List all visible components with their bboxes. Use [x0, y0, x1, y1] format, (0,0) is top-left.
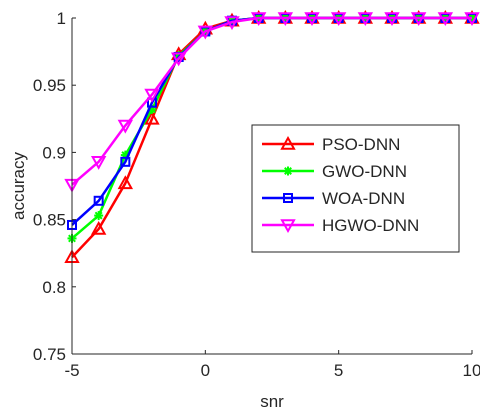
data-point: [250, 12, 267, 27]
data-point: [170, 52, 187, 67]
series-hgwo-dnn: [64, 12, 480, 193]
data-point: [277, 12, 294, 27]
x-tick-label: 5: [334, 361, 343, 380]
y-tick-label: 1: [57, 9, 66, 28]
data-point: [144, 110, 160, 125]
x-axis-label: snr: [260, 392, 284, 411]
legend-entry: PSO-DNN: [262, 135, 400, 154]
legend-entry: WOA-DNN: [262, 189, 405, 208]
y-tick-label: 0.95: [33, 76, 66, 95]
data-point: [90, 220, 107, 235]
legend-label: GWO-DNN: [322, 162, 407, 181]
data-point: [330, 12, 347, 27]
asterisk-stroke: [284, 167, 292, 175]
legend-swatch-marker: [283, 193, 293, 203]
data-point: [117, 175, 134, 190]
ticks-layer: -5 0 5 10 0.75 0.8 0.85 0.9 0.95 1: [33, 9, 480, 380]
data-point: [224, 16, 240, 31]
data-point: [437, 12, 454, 27]
legend-label: HGWO-DNN: [322, 216, 419, 235]
legend-swatch-marker: [280, 135, 296, 150]
y-tick-label: 0.75: [33, 345, 66, 364]
data-point: [464, 12, 480, 27]
data-point: [304, 12, 320, 27]
data-point: [357, 12, 374, 27]
data-point: [120, 156, 131, 167]
y-tick-label: 0.9: [42, 143, 66, 162]
legend-swatch-marker: [283, 166, 293, 176]
legend: PSO-DNN GWO-DNN WOA-DNN HGWO-DNN: [251, 124, 460, 253]
data-point: [117, 119, 134, 134]
x-tick-label: -5: [64, 361, 79, 380]
x-tick-label: 0: [201, 361, 210, 380]
asterisk-stroke: [94, 211, 103, 220]
data-point: [197, 25, 214, 40]
axes-layer: [71, 18, 472, 355]
data-point: [93, 195, 104, 206]
data-point: [410, 12, 427, 27]
data-point: [94, 211, 104, 221]
y-axis-label: accuracy: [9, 151, 28, 220]
data-point: [90, 156, 107, 170]
legend-box: [251, 124, 460, 253]
data-point: [384, 12, 400, 27]
y-tick-label: 0.8: [42, 278, 66, 297]
x-tick-label: 10: [463, 361, 480, 380]
legend-entry: HGWO-DNN: [262, 216, 419, 235]
legend-entry: GWO-DNN: [262, 162, 407, 181]
legend-label: WOA-DNN: [322, 189, 405, 208]
legend-label: PSO-DNN: [322, 135, 400, 154]
series-line: [71, 16, 472, 186]
legend-swatch-marker: [280, 219, 296, 234]
y-tick-label: 0.85: [33, 211, 66, 230]
data-point: [144, 88, 160, 103]
